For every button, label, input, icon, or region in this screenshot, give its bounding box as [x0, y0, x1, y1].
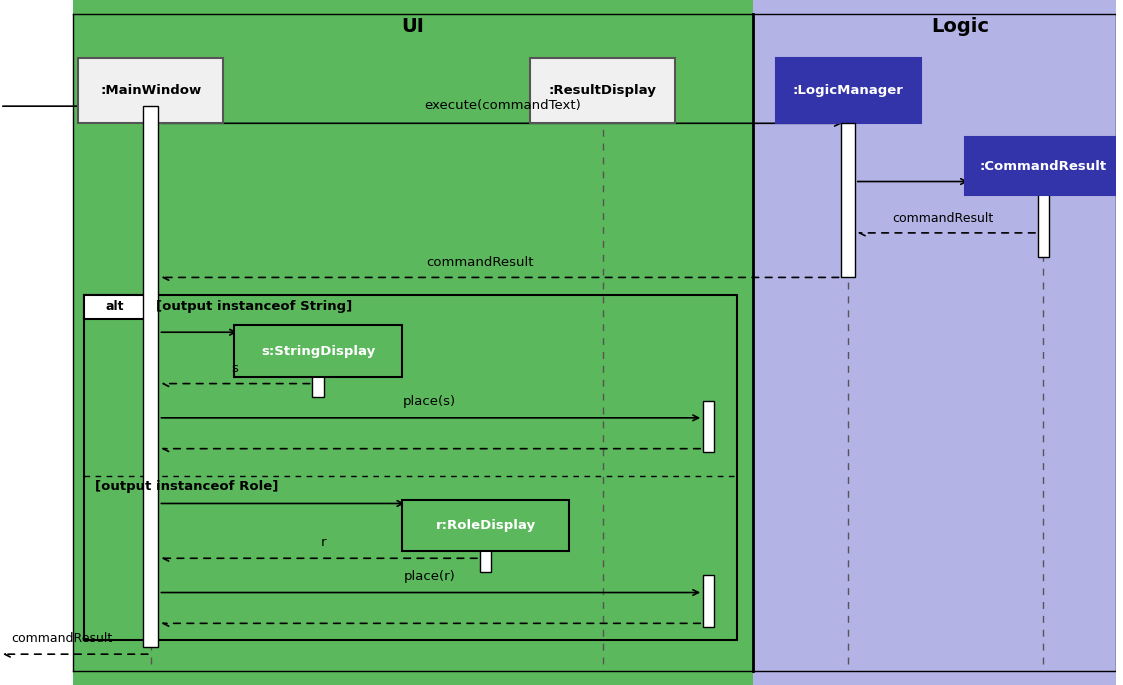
FancyBboxPatch shape: [1038, 192, 1049, 257]
FancyBboxPatch shape: [312, 332, 323, 397]
Text: :LogicManager: :LogicManager: [793, 84, 904, 97]
FancyBboxPatch shape: [79, 58, 223, 123]
FancyBboxPatch shape: [73, 0, 754, 685]
Text: :ResultDisplay: :ResultDisplay: [549, 84, 657, 97]
Text: place(r): place(r): [404, 570, 456, 583]
Text: :CommandResult: :CommandResult: [980, 160, 1107, 173]
FancyBboxPatch shape: [776, 58, 921, 123]
Text: r:RoleDisplay: r:RoleDisplay: [436, 519, 536, 532]
Text: [output instanceof String]: [output instanceof String]: [156, 301, 353, 313]
FancyBboxPatch shape: [235, 325, 402, 377]
Text: :MainWindow: :MainWindow: [100, 84, 201, 97]
FancyBboxPatch shape: [480, 507, 491, 572]
Text: alt: alt: [106, 300, 124, 313]
FancyBboxPatch shape: [966, 137, 1122, 195]
Text: r: r: [321, 536, 327, 549]
FancyBboxPatch shape: [703, 575, 714, 627]
FancyBboxPatch shape: [754, 0, 1116, 685]
FancyBboxPatch shape: [841, 123, 855, 277]
FancyBboxPatch shape: [0, 0, 73, 685]
Text: place(s): place(s): [403, 395, 456, 408]
FancyBboxPatch shape: [530, 58, 675, 123]
Text: execute(commandText): execute(commandText): [423, 99, 581, 112]
Text: Logic: Logic: [931, 17, 988, 36]
FancyBboxPatch shape: [402, 500, 569, 551]
Text: s:StringDisplay: s:StringDisplay: [261, 345, 375, 358]
Text: commandResult: commandResult: [893, 212, 994, 225]
Text: [output instanceof Role]: [output instanceof Role]: [94, 480, 279, 493]
Text: commandResult: commandResult: [426, 256, 533, 269]
Text: UI: UI: [402, 17, 424, 36]
FancyBboxPatch shape: [143, 106, 158, 647]
FancyBboxPatch shape: [84, 295, 145, 319]
FancyBboxPatch shape: [703, 401, 714, 452]
Text: s: s: [231, 362, 238, 375]
Text: commandResult: commandResult: [11, 632, 112, 645]
